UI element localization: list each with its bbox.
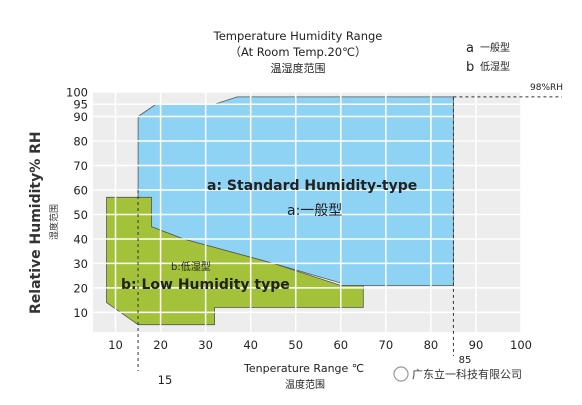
- x-tick-label-100: 100: [510, 338, 532, 352]
- y-tick-label-50: 50: [73, 208, 88, 222]
- x-tick-label-60: 60: [333, 338, 348, 352]
- y-tick-label-80: 80: [73, 134, 88, 148]
- legend-label-a: 一般型: [480, 41, 510, 54]
- x-tick-label-90: 90: [469, 338, 484, 352]
- annotation-98rh: 98%RH: [530, 83, 563, 93]
- y-tick-label-100: 100: [66, 86, 88, 100]
- x-tick-label-10: 10: [108, 338, 123, 352]
- x-tick-label-80: 80: [424, 338, 439, 352]
- legend-label-b: 低湿型: [480, 60, 510, 73]
- x-axis-label: Tenperature Range ℃: [243, 362, 364, 375]
- tick-label-layer: 10 20 30 40 50 60 70 80 90 1001020304050607080909…: [66, 86, 532, 353]
- wechat-icon: [393, 366, 409, 382]
- y-tick-label-40: 40: [73, 232, 88, 246]
- series-a-label: a: Standard Humidity-type: [207, 178, 417, 194]
- y-tick-label-30: 30: [73, 257, 88, 271]
- chart-title: Temperature Humidity Range: [213, 29, 383, 43]
- y-tick-label-90: 90: [73, 110, 88, 124]
- grid-layer: [93, 91, 522, 332]
- watermark: 广东立一科技有限公司: [393, 366, 522, 382]
- y-tick-label-20: 20: [73, 281, 88, 295]
- y-axis-label: Relative Humidity% RH: [28, 131, 44, 314]
- series-b-label-cn: b:低湿型: [171, 260, 211, 273]
- x-tick-label-70: 70: [379, 338, 394, 352]
- y-axis-label-cn: 湿度范围: [48, 204, 60, 240]
- x-tick-label-30: 30: [198, 338, 213, 352]
- legend-key-b: b: [466, 60, 474, 75]
- series-a-label-cn: a:一般型: [287, 203, 342, 219]
- x-tick-label-50: 50: [288, 338, 303, 352]
- guide-layer: [137, 96, 562, 371]
- x-tick-label-20: 20: [153, 338, 168, 352]
- annotation-85: 85: [459, 355, 472, 366]
- y-tick-label-60: 60: [73, 183, 88, 197]
- series-b-label: b: Low Humidity type: [121, 277, 290, 293]
- x-tick-label-40: 40: [243, 338, 258, 352]
- annotation-15: 15: [158, 373, 173, 387]
- legend-key-a: a: [466, 41, 474, 56]
- chart-subtitle-cn: 温湿度范围: [271, 61, 326, 75]
- watermark-text: 广东立一科技有限公司: [412, 367, 522, 381]
- legend: a 一般型 b 低湿型: [466, 41, 510, 75]
- y-tick-label-70: 70: [73, 159, 88, 173]
- y-tick-label-10: 10: [73, 306, 88, 320]
- y-tick-label-95: 95: [73, 98, 88, 112]
- x-axis-label-cn: 温度范围: [285, 378, 325, 391]
- chart-subtitle: （At Room Temp.20℃）: [229, 45, 366, 59]
